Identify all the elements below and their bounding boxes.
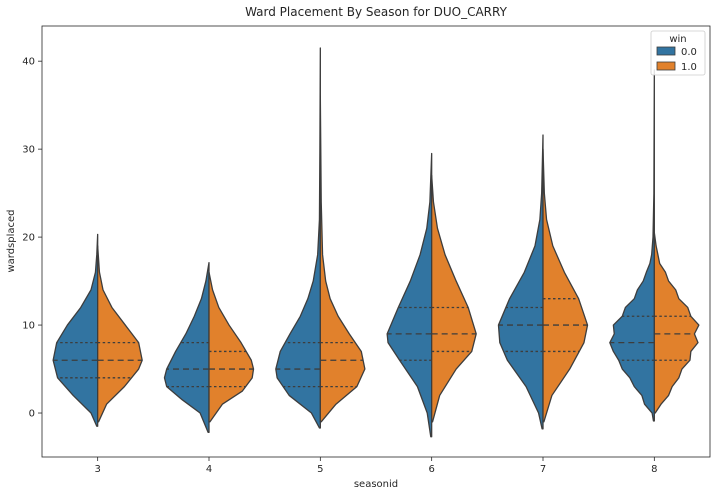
y-tick-label: 40 <box>22 57 35 68</box>
violin-7-win-0.0 <box>497 134 544 430</box>
y-tick-label: 0 <box>29 409 35 420</box>
violin-8-win-1.0 <box>653 232 700 414</box>
chart-title: Ward Placement By Season for DUO_CARRY <box>245 5 508 19</box>
violin-6-win-0.0 <box>386 152 433 438</box>
violin-6-win-1.0 <box>431 174 477 423</box>
x-tick-label: 4 <box>206 464 212 475</box>
violin-7-win-1.0 <box>542 148 589 423</box>
legend-title: win <box>669 34 686 45</box>
legend-swatch-1 <box>656 61 676 71</box>
violin-3-win-0.0 <box>52 233 99 427</box>
legend: win 0.0 1.0 <box>650 30 706 76</box>
legend-swatch-0 <box>656 46 676 56</box>
violin-3-win-1.0 <box>97 245 143 423</box>
violin-5-win-0.0 <box>275 47 321 429</box>
y-tick-label: 30 <box>22 145 35 156</box>
plot-frame <box>41 25 711 458</box>
x-tick-label: 8 <box>651 464 657 475</box>
y-axis-title: wardsplaced <box>6 209 17 272</box>
violin-5-win-1.0 <box>319 95 366 423</box>
legend-label-1: 1.0 <box>681 62 697 73</box>
violin-4-win-1.0 <box>208 271 255 423</box>
violin-8-win-0.0 <box>609 69 655 422</box>
x-tick-label: 6 <box>428 464 434 475</box>
violin-4-win-0.0 <box>163 261 210 434</box>
x-axis-title: seasonid <box>354 479 398 490</box>
plot-area <box>52 47 700 438</box>
y-tick-label: 20 <box>22 233 35 244</box>
y-axis: 0 10 20 30 40 <box>22 57 42 420</box>
x-tick-label: 5 <box>317 464 323 475</box>
y-tick-label: 10 <box>22 321 35 332</box>
x-tick-label: 3 <box>94 464 100 475</box>
x-axis: 3 4 5 6 7 8 <box>94 457 658 475</box>
x-tick-label: 7 <box>540 464 546 475</box>
legend-label-0: 0.0 <box>681 47 697 58</box>
